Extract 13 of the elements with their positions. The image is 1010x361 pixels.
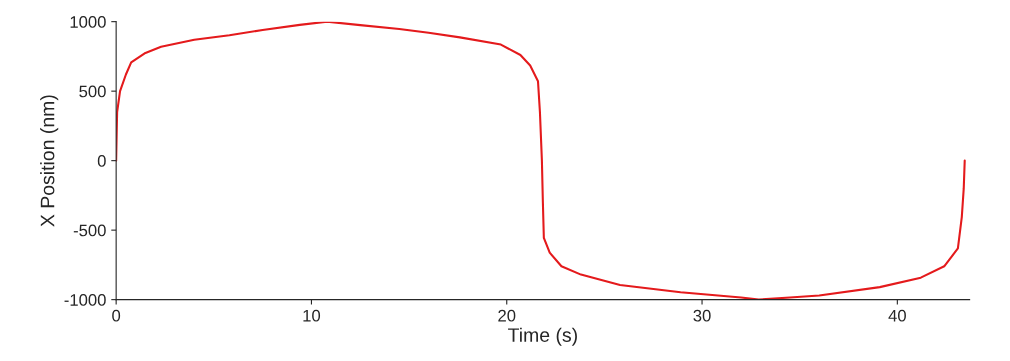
line-series [116,21,966,300]
x-tick-label: 30 [693,309,711,322]
x-tick-label: 20 [498,309,516,322]
y-tick-label: 500 [79,85,106,98]
x-tick-label: 10 [303,309,321,322]
y-tick-label: 0 [97,155,106,167]
x-tick-label: 0 [112,309,121,322]
x-axis-title: Time (s) [508,327,577,346]
y-tick-label: -500 [73,224,106,237]
y-tick-label: -1000 [64,294,106,306]
y-tick-label: 1000 [70,16,106,28]
y-axis-title: X Position (nm) [40,95,59,227]
x-tick-label: 40 [888,309,906,322]
